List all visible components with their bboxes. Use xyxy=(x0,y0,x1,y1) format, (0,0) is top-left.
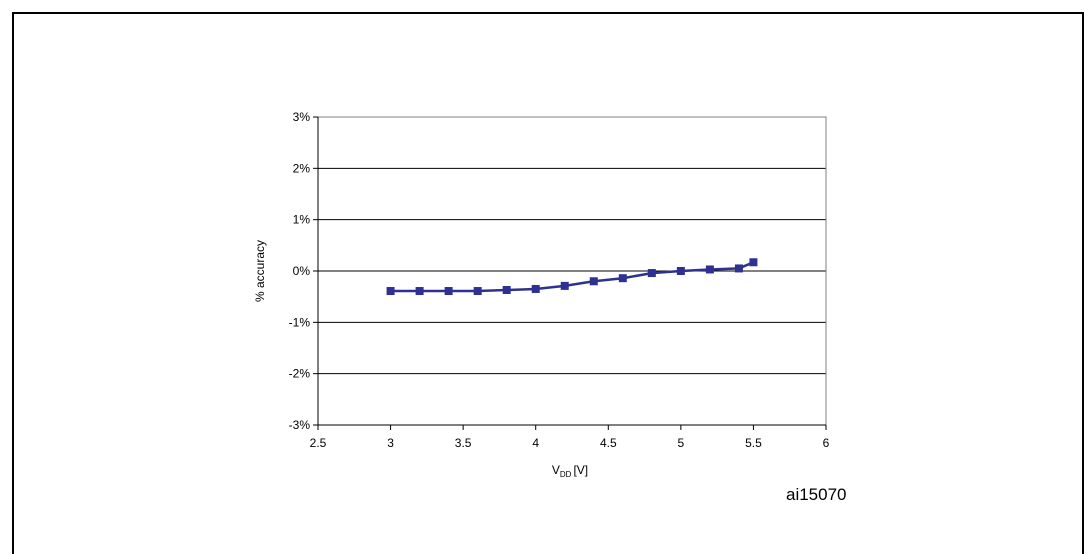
data-point xyxy=(734,264,743,273)
data-point xyxy=(647,269,656,278)
y-tick-label: -3% xyxy=(289,418,311,432)
series-layer xyxy=(386,258,758,296)
y-tick-label: 2% xyxy=(293,161,311,175)
x-tick-label: 2.5 xyxy=(310,436,327,450)
x-tick-label: 5.5 xyxy=(745,436,762,450)
data-point xyxy=(415,287,424,296)
data-point xyxy=(705,265,714,274)
axes xyxy=(313,116,827,430)
figure-frame xyxy=(12,12,1084,554)
data-point xyxy=(618,274,627,283)
data-point xyxy=(473,287,482,296)
x-axis-label-main: V xyxy=(552,463,560,477)
y-tick-label: 0% xyxy=(293,264,311,278)
data-point xyxy=(676,267,685,275)
grid-lines xyxy=(318,116,826,375)
x-axis-label-sub: DD xyxy=(560,470,572,479)
y-tick-label: 1% xyxy=(293,213,311,227)
y-axis-label: % accuracy xyxy=(253,240,267,302)
y-tick-label: -2% xyxy=(289,367,311,381)
x-tick-label: 6 xyxy=(823,436,830,450)
data-point xyxy=(749,258,758,267)
figure-id: ai15070 xyxy=(786,485,847,504)
data-point xyxy=(386,287,395,296)
data-point xyxy=(560,281,569,290)
x-tick-label: 3.5 xyxy=(455,436,472,450)
x-tick-label: 4 xyxy=(532,436,539,450)
data-point xyxy=(444,287,453,296)
data-point xyxy=(531,284,540,293)
tick-labels: 3% 2% 1% 0% -1% -2% -3% 2.5 3 3.5 4 4.5 5 5.5 6 xyxy=(289,110,830,450)
x-tick-label: 4.5 xyxy=(600,436,617,450)
data-point xyxy=(502,285,511,294)
x-axis-label: VDD [V] xyxy=(552,463,588,479)
series-line xyxy=(390,261,754,293)
y-tick-label: -1% xyxy=(289,315,311,329)
x-axis-label-unit: [V] xyxy=(573,463,588,477)
data-point xyxy=(589,277,598,286)
x-tick-label: 3 xyxy=(387,436,394,450)
y-tick-label: 3% xyxy=(293,110,311,124)
x-tick-label: 5 xyxy=(678,436,685,450)
